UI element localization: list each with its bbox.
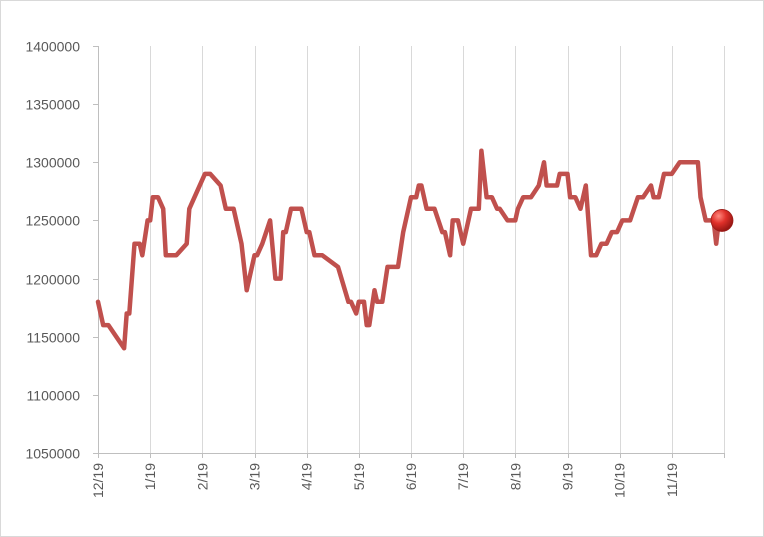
y-tick-label: 1150000 (27, 330, 81, 346)
y-tick-label: 1100000 (27, 388, 81, 404)
x-tick-label: 5/19 (351, 463, 367, 490)
y-tick-label: 1050000 (25, 446, 80, 462)
x-tick-label: 11/19 (664, 463, 680, 497)
x-tick-label: 10/19 (612, 463, 628, 498)
end-point-marker (710, 209, 734, 232)
x-tick-label: 9/19 (560, 463, 576, 490)
x-tick-label: 8/19 (507, 463, 523, 490)
x-tick-label: 1/19 (142, 463, 158, 490)
x-axis-tick-labels: 12/19 1/19 2/19 3/19 4/19 5/19 6/19 7/19 8/19 9/1… (90, 453, 725, 498)
x-tick-label: 7/19 (455, 463, 471, 490)
x-tick-label: 12/19 (90, 463, 106, 498)
vertical-gridlines (150, 46, 725, 453)
y-tick-label: 1300000 (25, 155, 80, 171)
x-tick-label: 2/19 (194, 463, 210, 490)
y-tick-label: 1350000 (25, 97, 80, 113)
series-line (95, 148, 727, 351)
x-tick-label: 3/19 (247, 463, 263, 490)
y-tick-label: 1250000 (25, 213, 80, 229)
x-tick-label: 4/19 (299, 463, 315, 490)
y-tick-label: 1400000 (25, 39, 80, 55)
y-tick-label: 1200000 (25, 272, 80, 288)
x-tick-label: 6/19 (403, 463, 419, 490)
y-axis-tick-labels: 1400000 1350000 1300000 1250000 1200000 11500… (25, 39, 98, 462)
series-layer (95, 148, 734, 351)
